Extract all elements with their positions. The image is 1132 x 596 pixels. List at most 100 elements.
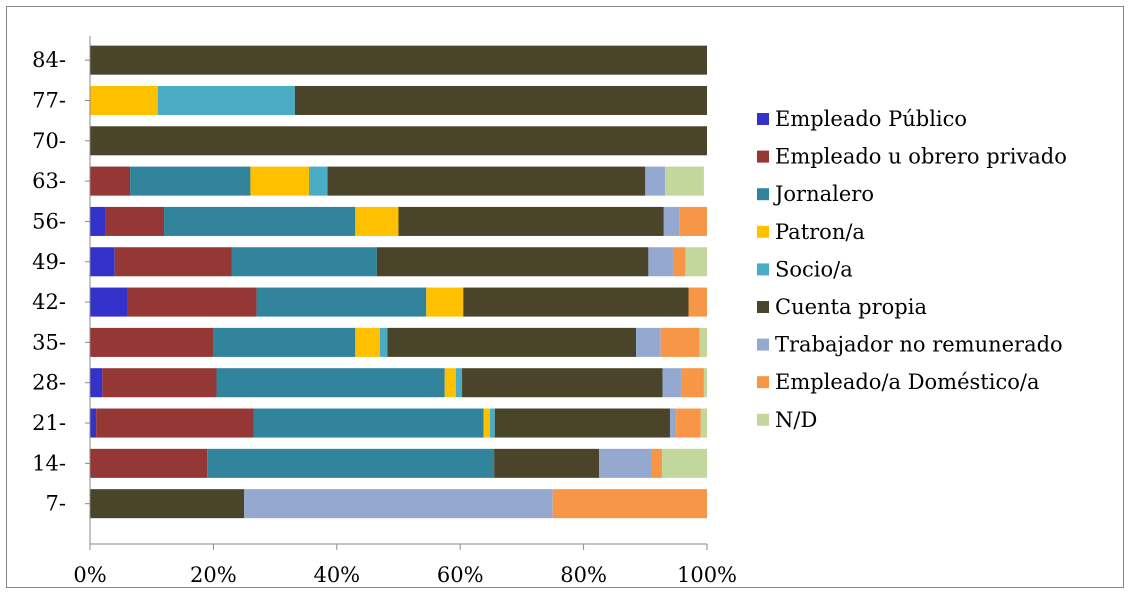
bar-segment-63-s6 (645, 166, 666, 196)
legend-label: Jornalero (773, 182, 874, 206)
bar-segment-77-s5 (294, 85, 707, 115)
bar-segment-35-s5 (387, 327, 637, 357)
legend-swatch (757, 225, 769, 238)
legend-swatch (757, 301, 769, 313)
legend-label: Empleado Público (775, 107, 967, 131)
axes-layer: 84- 77- 70- 63- 56- 49- 42- 35- 28- 21- 14- 7- 0% 20%… (32, 36, 737, 587)
bar-segment-21-s1 (96, 408, 254, 438)
bars-layer (90, 45, 707, 519)
bar-segment-56-s2 (164, 206, 356, 236)
bar-segment-56-s0 (90, 206, 106, 236)
bar-segment-28-s5 (462, 368, 663, 398)
bar-segment-14-s2 (207, 448, 495, 478)
legend-label: N/D (775, 408, 817, 432)
bar-segment-28-s8 (703, 368, 707, 398)
legend: Empleado Público Empleado u obrero privad… (757, 107, 1067, 432)
bar-segment-14-s7 (651, 448, 662, 478)
legend-swatch (757, 113, 769, 125)
y-tick-label: 14- (32, 451, 66, 475)
bar-segment-21-s5 (494, 408, 670, 438)
y-tick-label: 21- (32, 411, 66, 435)
bar-segment-35-s7 (660, 327, 700, 357)
bar-segment-49-s2 (231, 247, 377, 277)
bar-segment-42-s0 (90, 287, 128, 317)
y-tick-label: 42- (32, 290, 66, 314)
y-tick-label: 49- (32, 250, 66, 274)
x-tick-label: 20% (190, 563, 237, 587)
bar-segment-63-s8 (665, 166, 704, 196)
bar-segment-35-s8 (699, 327, 707, 357)
bar-segment-56-s1 (105, 206, 165, 236)
legend-label: Patron/a (775, 220, 865, 244)
bar-segment-7-s5 (90, 489, 245, 519)
legend-label: Socio/a (775, 257, 853, 281)
bar-segment-56-s3 (355, 206, 399, 236)
bar-segment-63-s1 (90, 166, 131, 196)
bar-segment-56-s7 (679, 206, 707, 236)
bar-segment-42-s7 (688, 287, 707, 317)
legend-label: Trabajador no remunerado (775, 333, 1063, 357)
bar-segment-28-s2 (216, 368, 445, 398)
bar-segment-77-s3 (90, 85, 158, 115)
y-tick-label: 35- (32, 330, 66, 354)
bar-segment-49-s1 (114, 247, 232, 277)
bar-segment-77-s4 (157, 85, 295, 115)
bar-segment-63-s5 (327, 166, 646, 196)
x-tick-label: 60% (437, 563, 484, 587)
bar-segment-35-s4 (379, 327, 388, 357)
legend-label: Empleado u obrero privado (775, 145, 1067, 169)
y-tick-label: 63- (32, 169, 66, 193)
bar-segment-21-s0 (90, 408, 97, 438)
legend-swatch (757, 376, 769, 389)
bar-segment-35-s6 (636, 327, 661, 357)
bar-segment-49-s8 (685, 247, 707, 277)
x-tick-label: 80% (560, 563, 607, 587)
bar-segment-42-s1 (127, 287, 257, 317)
bar-segment-21-s6 (669, 408, 677, 438)
legend-label: Cuenta propia (775, 295, 927, 319)
bar-segment-28-s3 (444, 368, 456, 398)
bar-segment-56-s6 (663, 206, 680, 236)
bar-segment-14-s8 (661, 448, 707, 478)
stacked-bar-chart: 84- 77- 70- 63- 56- 49- 42- 35- 28- 21- 14- 7- 0% 20%… (32, 36, 1067, 587)
bar-segment-21-s4 (489, 408, 495, 438)
bar-segment-56-s5 (398, 206, 664, 236)
y-tick-label: 77- (32, 88, 66, 112)
bar-segment-21-s2 (253, 408, 484, 438)
bar-segment-28-s6 (662, 368, 682, 398)
legend-swatch (757, 413, 769, 426)
x-tick-label: 40% (313, 563, 360, 587)
bar-segment-14-s5 (494, 448, 600, 478)
y-tick-label: 28- (32, 371, 66, 395)
bar-segment-21-s7 (676, 408, 701, 438)
bar-segment-42-s3 (426, 287, 464, 317)
x-tick-label: 0% (73, 563, 106, 587)
bar-segment-21-s3 (483, 408, 490, 438)
x-tick-label: 100% (677, 563, 737, 587)
bar-segment-7-s6 (244, 489, 553, 519)
chart-frame: 84- 77- 70- 63- 56- 49- 42- 35- 28- 21- 14- 7- 0% 20%… (6, 6, 1124, 588)
bar-segment-14-s1 (90, 448, 208, 478)
bar-segment-49-s7 (673, 247, 686, 277)
bar-segment-21-s8 (700, 408, 707, 438)
legend-label: Empleado/a Doméstico/a (775, 370, 1039, 394)
bar-segment-28-s1 (102, 368, 217, 398)
bar-segment-28-s7 (681, 368, 704, 398)
bar-segment-35-s2 (213, 327, 356, 357)
legend-swatch (757, 263, 769, 276)
y-tick-label: 56- (32, 209, 66, 233)
y-tick-label: 7- (46, 492, 66, 516)
bar-segment-70-s5 (90, 126, 707, 156)
bar-segment-28-s0 (90, 368, 103, 398)
bar-segment-35-s3 (355, 327, 380, 357)
y-tick-label: 84- (32, 48, 66, 72)
bar-segment-63-s4 (309, 166, 328, 196)
bar-segment-84-s5 (90, 45, 707, 75)
bar-segment-7-s7 (552, 489, 707, 519)
bar-segment-49-s0 (90, 247, 115, 277)
bar-segment-49-s5 (376, 247, 649, 277)
y-tick-label: 70- (32, 129, 66, 153)
bar-segment-14-s6 (599, 448, 652, 478)
bar-segment-28-s4 (455, 368, 463, 398)
bar-segment-49-s6 (648, 247, 674, 277)
